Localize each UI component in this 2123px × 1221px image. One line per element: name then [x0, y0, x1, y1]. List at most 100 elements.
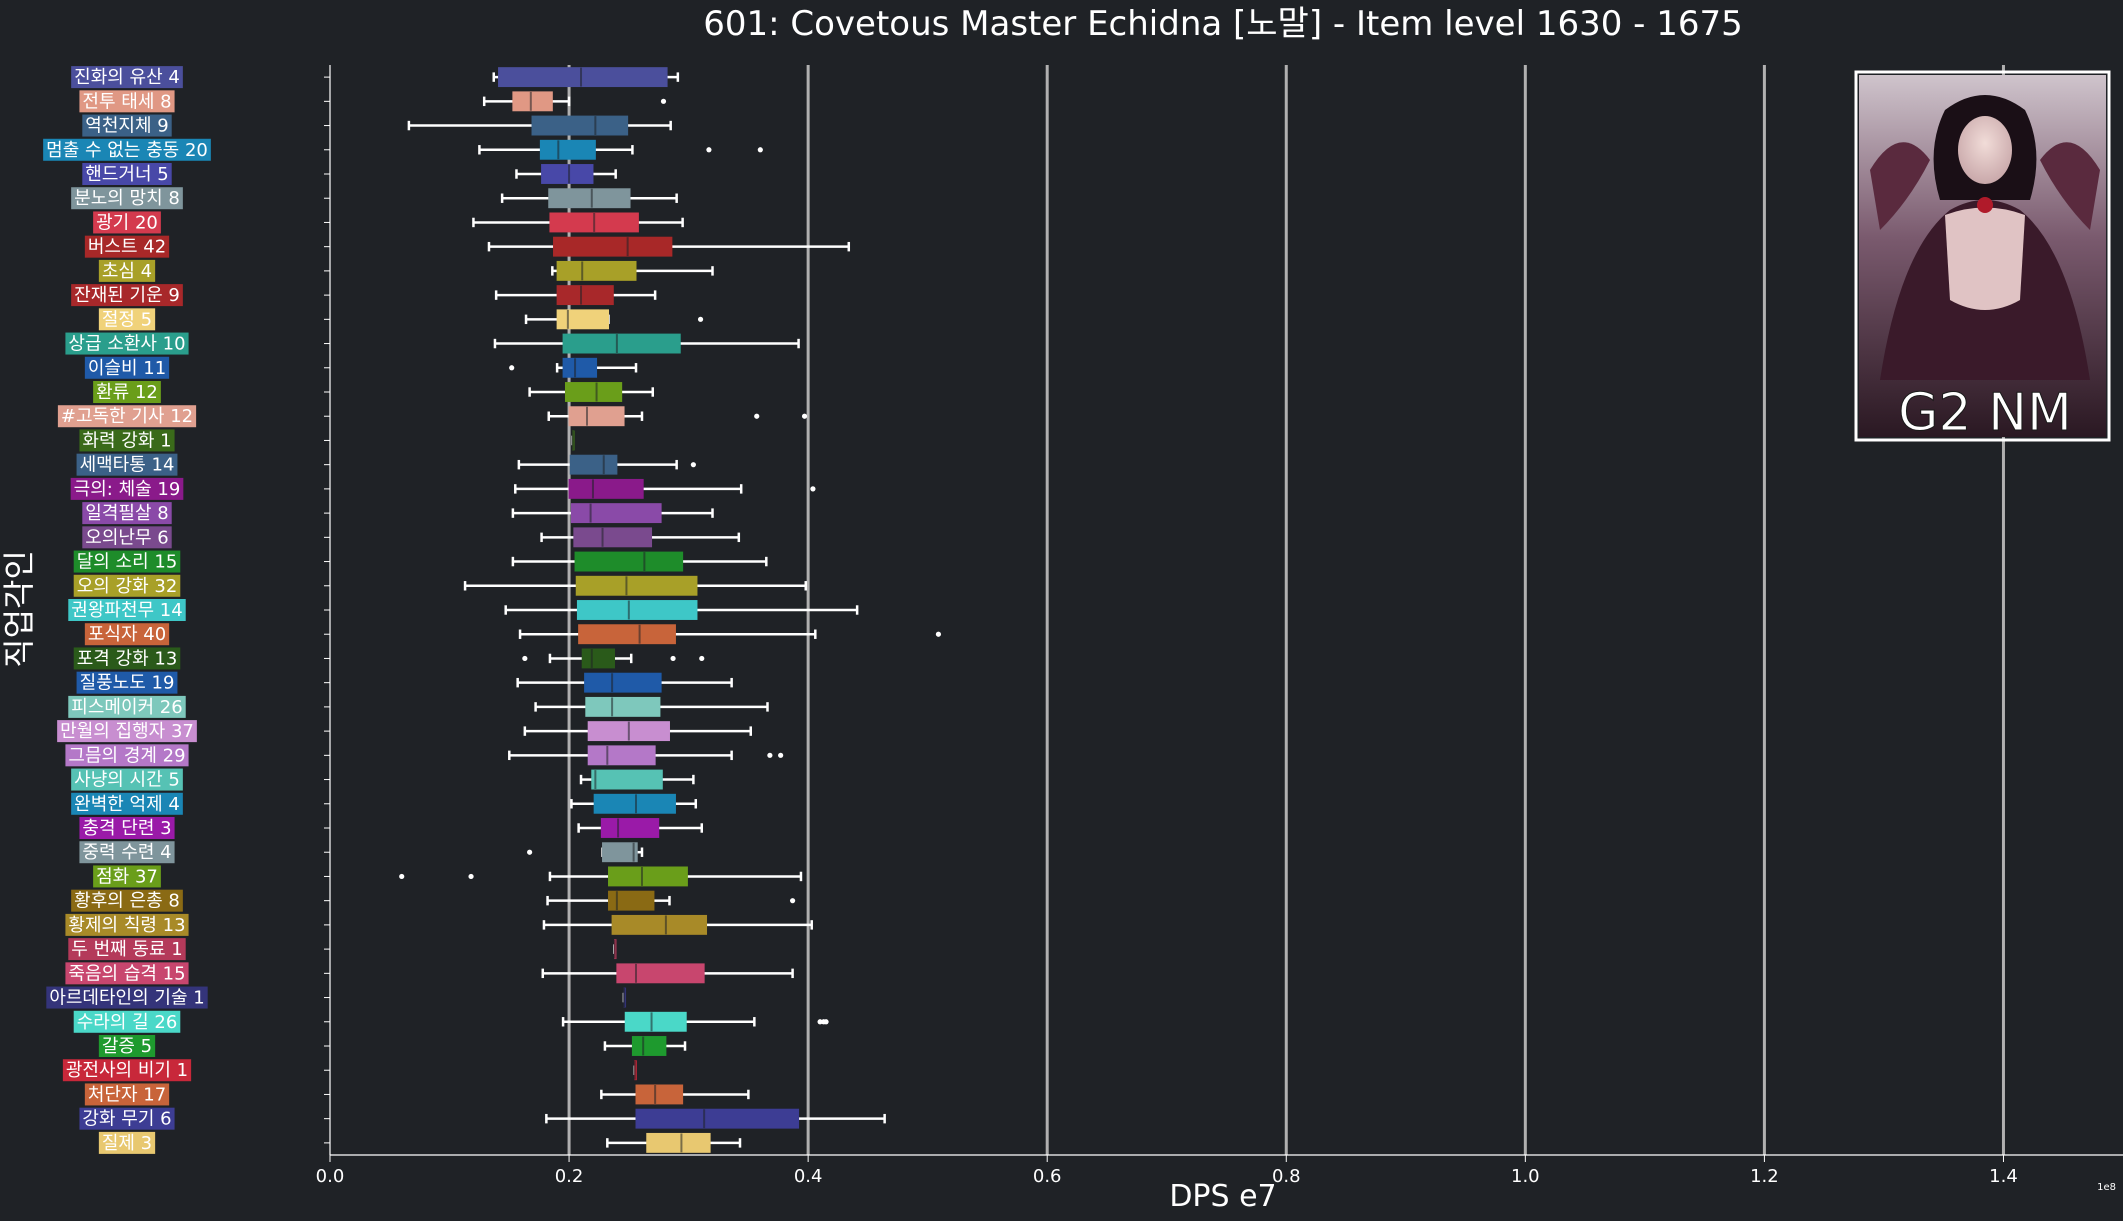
category-label-40: 수라의 길 26: [73, 1010, 181, 1033]
category-label-24: 포식자 40: [84, 623, 170, 646]
category-box-29: [508, 745, 784, 766]
category-label-text: #고독한 기사 12: [61, 406, 193, 427]
box-iqr: [608, 866, 688, 887]
category-label-background: [82, 502, 172, 525]
category-label-text: 강화 무기 6: [82, 1109, 171, 1130]
category-label-text: 오의난무 6: [85, 527, 168, 548]
x-tick-label: 0.2: [555, 1166, 584, 1187]
box-iqr: [573, 527, 653, 548]
box-iqr: [556, 260, 637, 281]
axes: 0.0 0.2 0.4 0.6 0.8 1.0 1.2 1.4: [316, 65, 2123, 1187]
category-label-background: [98, 308, 156, 331]
category-label-background: [79, 817, 175, 839]
category-box-14: [528, 382, 654, 402]
box-iqr: [570, 503, 662, 524]
category-label-20: 오의난무 6: [82, 526, 172, 549]
outlier-point: [754, 413, 760, 419]
category-box-9: [551, 260, 714, 281]
category-label-background: [71, 284, 183, 307]
portrait-torso: [1945, 207, 2025, 310]
category-label-background: [79, 841, 175, 864]
badge-frame: [1854, 70, 2111, 442]
category-label-text: 달의 소리 15: [77, 552, 178, 573]
outlier-point: [706, 147, 712, 153]
box-iqr: [608, 890, 655, 911]
category-box-10: [494, 285, 657, 306]
category-label-background: [79, 429, 175, 452]
category-label-text: 갈증 5: [102, 1036, 152, 1057]
category-label-text: 죽음의 습격 15: [68, 963, 185, 984]
x-tick-label: 1.0: [1511, 1166, 1540, 1187]
category-label-45: 질제 3: [98, 1131, 156, 1154]
category-label-12: 상급 소환사 10: [65, 332, 189, 355]
portrait-face: [1958, 116, 2012, 184]
outlier-point: [810, 486, 816, 492]
category-label-text: 황제의 칙령 13: [68, 915, 185, 936]
category-label-background: [93, 381, 161, 403]
category-label-26: 질풍노도 19: [76, 671, 178, 694]
category-label-text: 핸드거너 5: [85, 164, 168, 185]
category-box-20: [540, 527, 741, 548]
box-iqr: [602, 842, 638, 863]
category-label-18: 극의: 체술 19: [70, 477, 184, 500]
category-box-40: [561, 1011, 829, 1032]
category-box-38: [541, 963, 794, 984]
category-box-16: [571, 430, 575, 451]
category-label-22: 오의 강화 32: [73, 574, 181, 597]
x-tick-label: 0.6: [1033, 1166, 1062, 1187]
chart-title: 601: Covetous Master Echidna [노말] - Item…: [703, 4, 1743, 44]
category-labels: 진화의 유산 4 전투 태세 8 역천지체 9 멈출 수 없는 충동 20 핸드거너 5…: [43, 66, 211, 1154]
category-label-17: 세맥타통 14: [76, 453, 178, 476]
category-box-27: [534, 696, 769, 717]
outlier-point: [660, 98, 667, 104]
category-box-11: [524, 309, 704, 330]
x-tick-label: 0.0: [316, 1166, 345, 1187]
category-box-2: [482, 91, 667, 112]
category-box-42: [633, 1060, 637, 1081]
category-label-28: 만월의 집행자 37: [57, 720, 197, 743]
category-label-text: 이슬비 11: [88, 358, 166, 379]
category-label-text: 역천지체 9: [85, 116, 168, 137]
outlier-point: [789, 898, 796, 904]
category-label-text: 질풍노도 19: [80, 673, 175, 694]
category-label-44: 강화 무기 6: [79, 1107, 175, 1130]
category-box-4: [478, 139, 763, 160]
category-label-background: [70, 477, 184, 500]
category-label-21: 달의 소리 15: [73, 550, 181, 573]
portrait-jewel: [1977, 197, 1993, 213]
box-iqr: [541, 164, 594, 184]
category-label-background: [46, 986, 208, 1009]
category-label-31: 완벽한 억제 4: [71, 792, 183, 815]
category-label-text: 두 번째 동료 1: [71, 939, 182, 960]
outlier-point: [801, 413, 808, 419]
box-iqr: [593, 793, 676, 814]
category-label-background: [93, 211, 161, 234]
portrait-wing-left: [1870, 142, 1930, 230]
category-label-43: 처단자 17: [84, 1083, 170, 1106]
category-label-10: 잔재된 기운 9: [71, 284, 183, 307]
category-label-text: 포식자 40: [88, 624, 166, 645]
category-label-background: [57, 720, 197, 743]
category-label-text: 사냥의 시간 5: [74, 770, 180, 791]
category-label-text: 전투 태세 8: [82, 91, 171, 112]
box-iqr: [556, 285, 614, 306]
category-label-text: 분노의 망치 8: [74, 188, 180, 209]
category-box-37: [613, 939, 617, 960]
category-box-45: [606, 1132, 742, 1153]
category-box-6: [500, 188, 678, 209]
category-label-background: [65, 744, 189, 767]
category-box-31: [570, 793, 698, 814]
box-iqr: [611, 914, 708, 935]
category-label-41: 갈증 5: [98, 1035, 156, 1057]
category-label-30: 사냥의 시간 5: [71, 768, 183, 791]
outlier-point: [767, 752, 773, 758]
category-label-background: [84, 235, 170, 258]
x-tick-label: 1.2: [1750, 1166, 1779, 1187]
category-label-text: 질제 3: [102, 1133, 152, 1154]
box-iqr: [624, 1011, 687, 1032]
category-label-background: [68, 695, 186, 718]
box-iqr: [585, 696, 661, 717]
category-box-44: [545, 1108, 886, 1129]
category-label-14: 환류 12: [93, 381, 161, 403]
